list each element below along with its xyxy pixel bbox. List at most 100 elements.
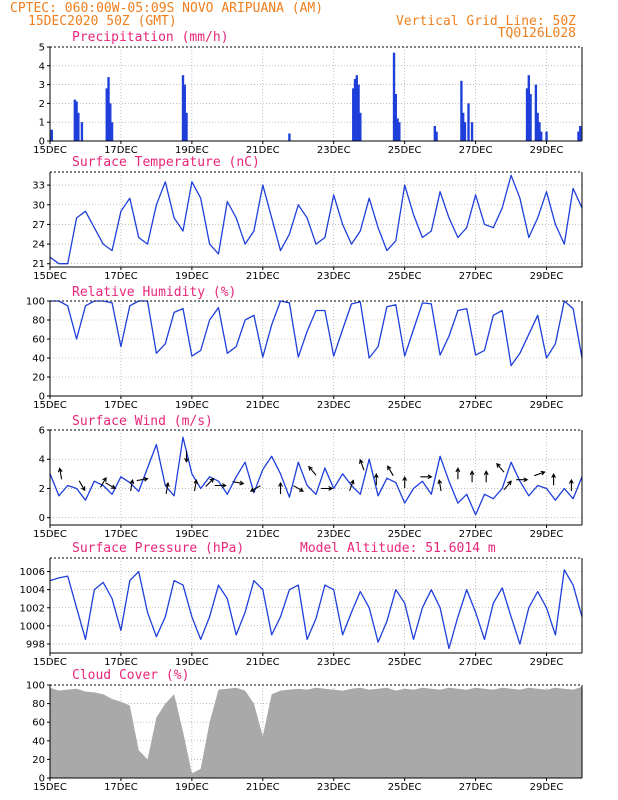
- header-location: CPTEC: 060:00W-05:09S NOVO ARIPUANA (AM): [10, 1, 323, 16]
- pressure-model-altitude: Model Altitude: 51.6014 m: [300, 541, 496, 556]
- temp-ytick-label-3: 30: [32, 200, 45, 211]
- panel-title-wind: Surface Wind (m/s): [72, 414, 213, 429]
- humidity-xtick-label-0: 15DEC: [33, 400, 67, 411]
- wind-arrow-5: [136, 476, 149, 482]
- wind-xtick-label-2: 19DEC: [175, 529, 209, 540]
- precip-ytick-label-3: 3: [39, 80, 45, 91]
- precip-ytick-label-0: 0: [39, 137, 45, 148]
- precipitation-bar-8: [110, 122, 114, 141]
- precip-xtick-label-5: 25DEC: [388, 145, 422, 156]
- wind-xtick-label-0: 15DEC: [33, 529, 67, 540]
- precipitation-bar-17: [359, 112, 362, 141]
- precip-ytick-label-5: 5: [39, 43, 45, 54]
- humidity-series-line: [50, 300, 583, 367]
- wind-ytick-label-1: 2: [39, 484, 45, 495]
- cloud-xtick-label-4: 23DEC: [317, 782, 351, 793]
- precipitation-bar-35: [540, 131, 543, 141]
- wind-ytick-label-0: 0: [39, 513, 45, 524]
- wind-arrow-21: [402, 475, 408, 489]
- precip-xtick-label-1: 17DEC: [104, 145, 138, 156]
- wind-arrow-3: [105, 482, 117, 489]
- humidity-ytick-label-0: 0: [39, 392, 45, 403]
- pressure-xtick-label-5: 25DEC: [388, 657, 422, 668]
- wind-arrow-27: [496, 462, 505, 473]
- humidity-ytick-label-2: 40: [32, 354, 45, 365]
- pressure-xtick-label-4: 23DEC: [317, 657, 351, 668]
- wind-arrow-20: [387, 465, 394, 476]
- pressure-xtick-label-2: 19DEC: [175, 657, 209, 668]
- temp-xtick-label-4: 23DEC: [317, 271, 351, 282]
- precipitation-bar-37: [577, 131, 580, 141]
- temp-xtick-label-3: 21DEC: [246, 271, 280, 282]
- temp-xtick-label-7: 29DEC: [530, 271, 564, 282]
- pressure-xtick-label-7: 29DEC: [530, 657, 564, 668]
- precipitation-bar-2: [75, 101, 78, 141]
- cloud-xtick-label-7: 29DEC: [530, 782, 564, 793]
- panel-title-temperature: Surface Temperature (nC): [72, 155, 260, 170]
- wind-ytick-label-2: 4: [39, 455, 45, 466]
- cloud-ytick-label-3: 60: [32, 718, 45, 729]
- temp-xtick-label-1: 17DEC: [104, 271, 138, 282]
- precipitation-bar-32: [534, 84, 538, 141]
- precipitation-bar-0: [50, 129, 53, 141]
- wind-arrow-18: [359, 458, 365, 471]
- humidity-xtick-label-1: 17DEC: [104, 400, 138, 411]
- wind-arrow-9: [205, 477, 215, 487]
- precipitation-bar-21: [398, 122, 401, 141]
- wind-xtick-label-5: 25DEC: [388, 529, 422, 540]
- pressure-xtick-label-3: 21DEC: [246, 657, 280, 668]
- cloud-ytick-label-2: 40: [32, 736, 45, 747]
- precipitation-bar-30: [527, 75, 530, 141]
- pressure-xtick-label-0: 15DEC: [33, 657, 67, 668]
- precipitation-bar-19: [394, 94, 397, 141]
- precipitation-bar-36: [545, 131, 548, 141]
- wind-arrow-12: [249, 485, 261, 492]
- pressure-ytick-label-0: 998: [26, 639, 45, 650]
- wind-series-line: [49, 436, 583, 516]
- precipitation-bar-34: [538, 122, 541, 141]
- precipitation-bar-18: [392, 52, 396, 141]
- precipitation-bar-12: [288, 133, 291, 141]
- wind-arrow-11: [232, 480, 245, 486]
- humidity-xtick-label-2: 19DEC: [175, 400, 209, 411]
- wind-arrow-0: [57, 467, 63, 480]
- precipitation-bar-23: [435, 131, 438, 141]
- wind-xtick-label-7: 29DEC: [530, 529, 564, 540]
- precip-ytick-label-4: 4: [39, 61, 45, 72]
- precipitation-bar-11: [185, 112, 188, 141]
- wind-arrow-32: [568, 478, 574, 491]
- humidity-xtick-label-5: 25DEC: [388, 400, 422, 411]
- precipitation-bar-7: [109, 103, 112, 141]
- wind-xtick-label-3: 21DEC: [246, 529, 280, 540]
- humidity-xtick-label-6: 27DEC: [459, 400, 493, 411]
- cloud-ytick-label-0: 0: [39, 774, 45, 785]
- wind-arrow-22: [420, 474, 433, 480]
- humidity-ytick-label-3: 60: [32, 335, 45, 346]
- wind-xtick-label-1: 17DEC: [104, 529, 138, 540]
- humidity-xtick-label-3: 21DEC: [246, 400, 280, 411]
- pressure-ytick-label-2: 1002: [20, 603, 45, 614]
- humidity-xtick-label-4: 23DEC: [317, 400, 351, 411]
- temp-ytick-label-4: 33: [32, 181, 45, 192]
- header-grid-line: Vertical Grid Line: 50Z: [396, 14, 576, 29]
- panel-title-precipitation: Precipitation (mm/h): [72, 30, 229, 45]
- precipitation-bar-29: [525, 88, 529, 141]
- precipitation-bar-31: [529, 94, 532, 141]
- cloud-xtick-label-1: 17DEC: [104, 782, 138, 793]
- precipitation-bar-1: [73, 99, 77, 141]
- temp-ytick-label-0: 21: [32, 259, 45, 270]
- wind-arrow-29: [516, 477, 529, 483]
- header-run-date: 15DEC2020 50Z (GMT): [28, 14, 177, 29]
- cloud-xtick-label-3: 21DEC: [246, 782, 280, 793]
- wind-arrow-31: [551, 473, 556, 486]
- wind-arrow-16: [321, 486, 334, 491]
- precipitation-bar-25: [462, 112, 465, 141]
- precip-xtick-label-3: 21DEC: [246, 145, 280, 156]
- precipitation-bar-28: [470, 122, 474, 141]
- wind-arrow-8: [193, 478, 199, 492]
- wind-arrow-4: [129, 478, 135, 492]
- precipitation-bar-14: [353, 78, 357, 141]
- precipitation-bar-6: [107, 77, 110, 141]
- precipitation-bar-15: [355, 75, 358, 141]
- humidity-ytick-label-4: 80: [32, 316, 45, 327]
